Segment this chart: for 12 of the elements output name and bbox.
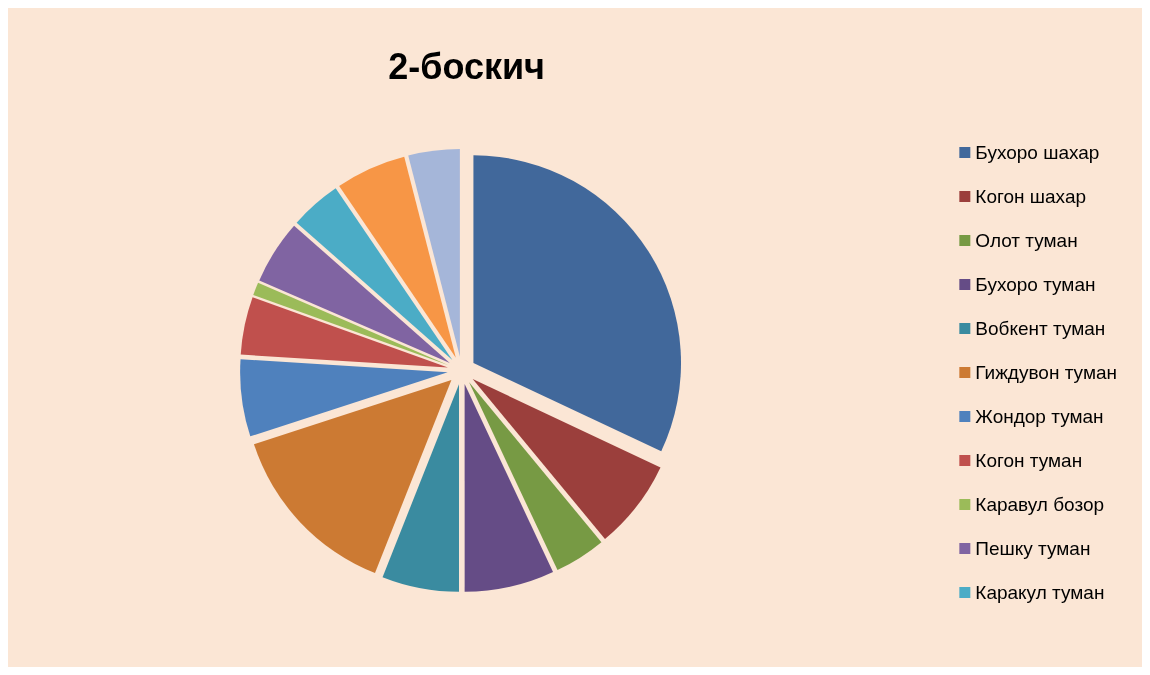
legend-label: Пешку туман <box>975 538 1091 559</box>
legend-label: Олот туман <box>975 230 1078 251</box>
legend-label: Каравул бозор <box>975 494 1105 515</box>
legend-label: Бухоро туман <box>975 274 1096 295</box>
legend-label: Когон туман <box>975 450 1083 471</box>
chart-title: 2-боскич <box>388 45 546 87</box>
legend-label: Жондор туман <box>975 406 1104 427</box>
legend-label: Каракул туман <box>975 582 1105 603</box>
legend-label: Бухоро шахар <box>975 142 1100 163</box>
legend-label: Гиждувон туман <box>975 362 1118 383</box>
legend-label: Вобкент туман <box>975 318 1106 339</box>
legend-label: Когон шахар <box>975 186 1087 207</box>
